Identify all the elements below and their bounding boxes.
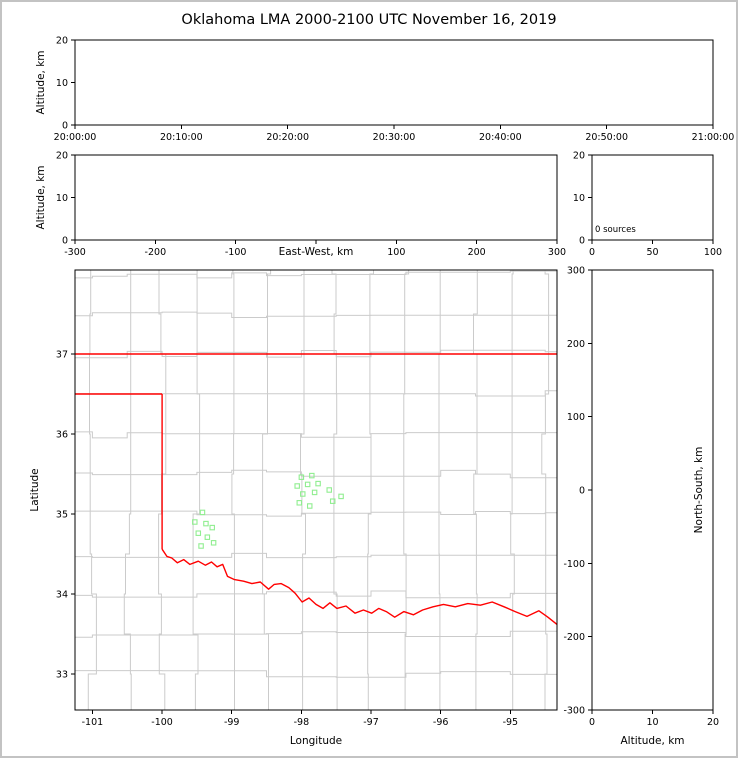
time_height-x-tick-label: 20:00:00 (54, 132, 97, 143)
ew_height-x-tick-label: -200 (145, 247, 167, 258)
ew_height-ylabel: Altitude, km (35, 165, 47, 229)
map-station-marker (210, 540, 217, 546)
ns_height-y-tick-label: -100 (563, 559, 585, 570)
ns_height-x-tick-label: 0 (589, 717, 595, 728)
ew_height-xlabel: East-West, km (279, 246, 354, 258)
map-station-marker (300, 491, 306, 497)
ns_height-xlabel: Altitude, km (620, 735, 684, 747)
ns_height-x-tick-label: 10 (646, 717, 658, 728)
map-x-tick-label: -95 (503, 717, 519, 728)
map-xlabel: Longitude (290, 735, 342, 747)
map-y-tick-label: 33 (56, 670, 68, 681)
ew_height-y-tick-label: 20 (56, 151, 68, 162)
map-x-tick-label: -96 (433, 717, 449, 728)
figure-title: Oklahoma LMA 2000-2100 UTC November 16, … (181, 12, 557, 28)
ew_height-x-tick-label: 100 (387, 247, 405, 258)
ns_height-y-tick-label: -200 (563, 632, 585, 643)
map-station-marker (296, 500, 303, 506)
map-x-tick-label: -98 (294, 717, 310, 728)
map-plot-area (74, 269, 558, 711)
map-station-marker (304, 481, 311, 488)
map-station-marker (195, 530, 202, 536)
map-y-tick-label: 36 (56, 430, 68, 441)
map-ylabel: Latitude (29, 468, 41, 511)
time_height-x-tick-label: 20:40:00 (479, 132, 522, 143)
ns_height-y-tick-label: 0 (579, 486, 585, 497)
map-station-marker (298, 474, 305, 480)
ns_height-y-tick-label: 100 (567, 412, 585, 423)
map-station-marker (192, 519, 198, 525)
source_histogram-y-tick-label: 10 (573, 193, 585, 204)
map-y-tick-label: 37 (56, 350, 68, 361)
source-count-label: 0 sources (595, 225, 636, 235)
map-x-tick-label: -97 (363, 717, 379, 728)
map-station-marker (306, 503, 313, 509)
source_histogram-y-tick-label: 20 (573, 151, 585, 162)
map-x-tick-label: -101 (82, 717, 104, 728)
ew_height-x-tick-label: 200 (468, 247, 486, 258)
map-x-tick-label: -99 (224, 717, 240, 728)
time_height-x-tick-label: 20:20:00 (266, 132, 309, 143)
map-station-marker (199, 509, 206, 516)
map-station-marker (338, 493, 344, 500)
map-station-marker (209, 524, 215, 531)
ew_height-x-tick-label: -300 (64, 247, 86, 258)
ns_height-y-tick-label: 200 (567, 339, 585, 350)
map-station-marker (294, 483, 300, 489)
ew_height-x-tick-label: -100 (225, 247, 247, 258)
map-station-marker (198, 543, 204, 549)
ns_height-ylabel: North-South, km (693, 447, 705, 534)
time_height-y-tick-label: 20 (56, 36, 68, 47)
map-station-marker (309, 472, 315, 479)
time_height-x-tick-label: 20:50:00 (585, 132, 628, 143)
source_histogram-x-tick-label: 0 (589, 247, 595, 258)
map-state-border-red-river (161, 548, 557, 625)
map-station-marker (204, 534, 211, 540)
time_height-y-tick-label: 0 (62, 121, 68, 132)
map-y-tick-label: 34 (56, 590, 68, 601)
map-station-marker (326, 487, 332, 493)
time_height-y-tick-label: 10 (56, 78, 68, 89)
ns_height-y-tick-label: -300 (563, 706, 585, 717)
time_height-ylabel: Altitude, km (35, 50, 47, 114)
map-layer (75, 270, 557, 710)
map-station-marker (315, 480, 321, 487)
ns_height-y-tick-label: 300 (567, 266, 585, 277)
map-station-marker (203, 520, 209, 527)
source_histogram-x-tick-label: 100 (704, 247, 722, 258)
time_height-x-tick-label: 20:30:00 (373, 132, 416, 143)
ew_height-y-tick-label: 0 (62, 236, 68, 247)
time_height-x-tick-label: 21:00:00 (692, 132, 735, 143)
map-station-marker (329, 498, 336, 504)
ew_height-x-tick-label: 300 (548, 247, 566, 258)
map-x-tick-label: -100 (151, 717, 173, 728)
ns_height-x-tick-label: 20 (707, 717, 719, 728)
ew_height-y-tick-label: 10 (56, 193, 68, 204)
time_height-x-tick-label: 20:10:00 (160, 132, 203, 143)
map-y-tick-label: 35 (56, 510, 68, 521)
source_histogram-y-tick-label: 0 (579, 236, 585, 247)
source_histogram-x-tick-label: 50 (646, 247, 658, 258)
map-station-marker (311, 489, 318, 496)
